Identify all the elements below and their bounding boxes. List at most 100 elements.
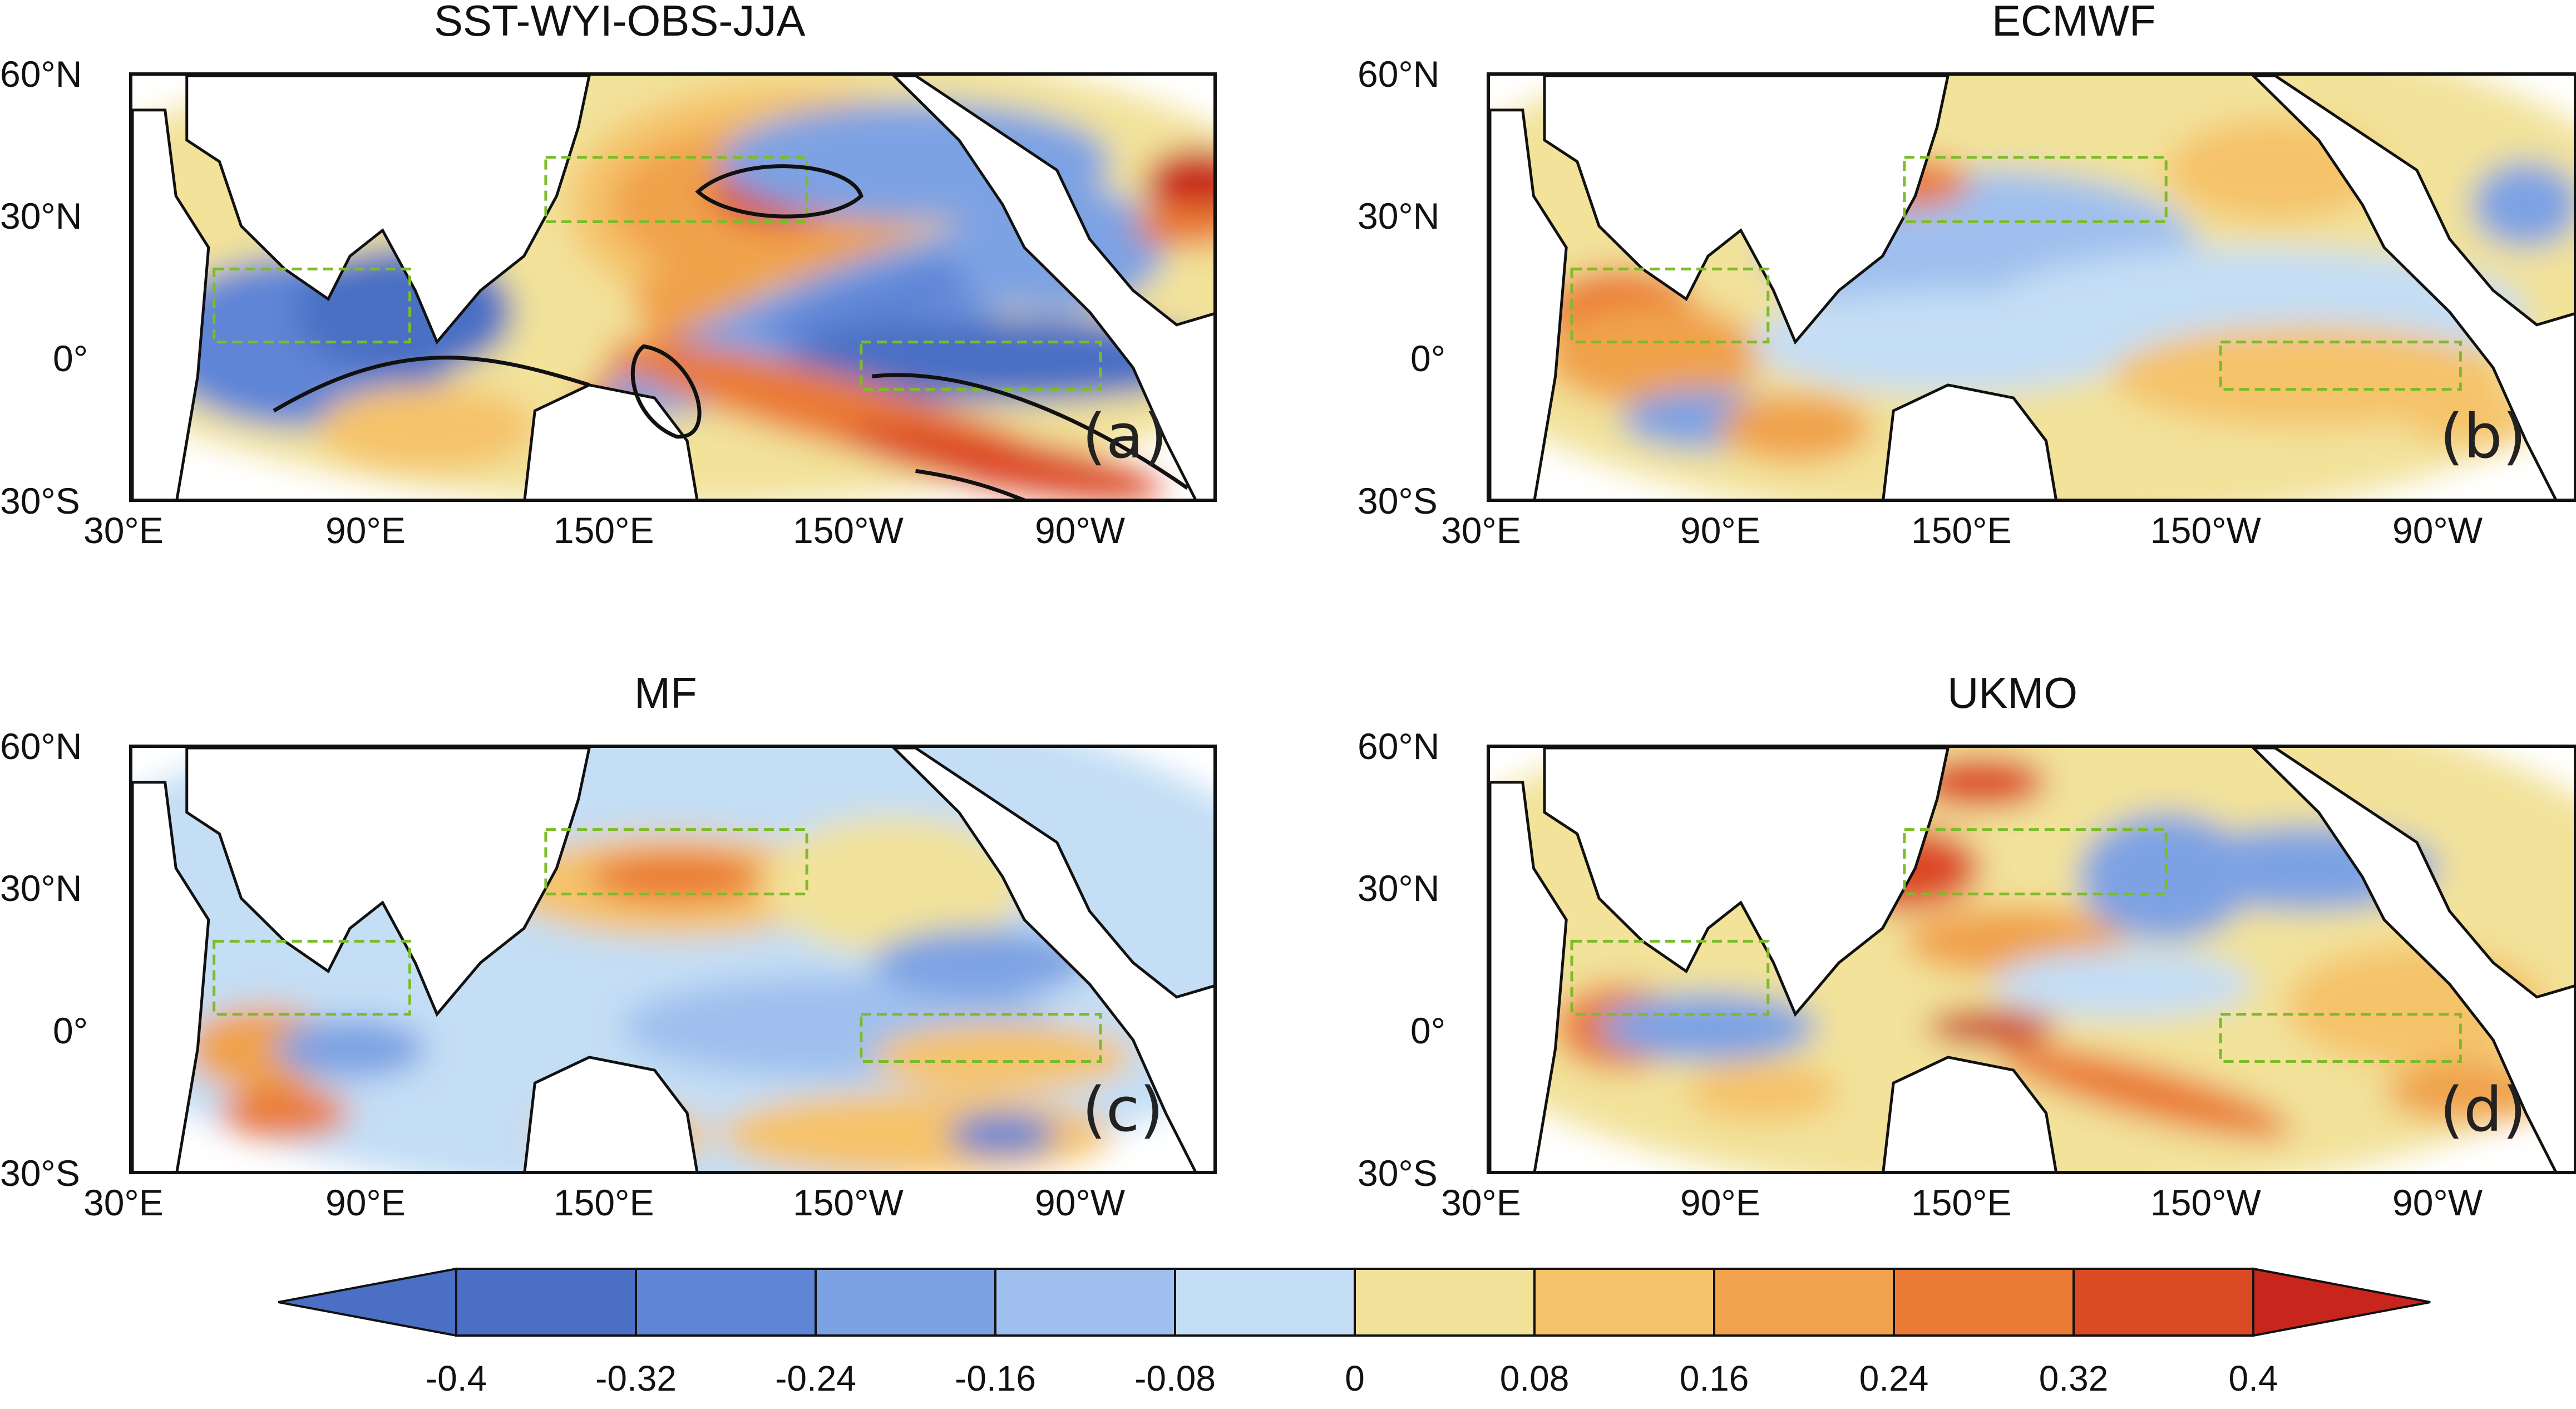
map-svg-a [132, 76, 1213, 499]
land-mass [2251, 76, 2574, 499]
colorbar-arrow-right [2252, 1267, 2431, 1337]
colorbar-segment [1174, 1268, 1356, 1337]
colorbar-tick-label: 0.08 [1499, 1358, 1570, 1398]
land-mass [1543, 748, 1950, 1017]
anomaly-blob [872, 928, 1090, 997]
anomaly-blob [1915, 756, 2046, 809]
land-mass [1490, 781, 1568, 1171]
anomaly-blob [948, 1113, 1057, 1156]
land-mass [1882, 383, 2057, 499]
panel-tag-d: (d) [2440, 1074, 2526, 1145]
lon-label: 150°W [793, 1182, 904, 1223]
colorbar-segment [994, 1268, 1176, 1337]
lat-label: 30°S [0, 480, 80, 521]
colorbar-tick-label: 0.16 [1679, 1358, 1749, 1398]
anomaly-blob [1544, 303, 1763, 407]
panel-tag-a: (a) [1082, 401, 1168, 472]
anomaly-blob [1686, 1061, 1839, 1122]
region-box [2219, 341, 2462, 391]
land-mass [891, 748, 1213, 1171]
lat-label: 0° [53, 338, 88, 379]
colorbar-tick-label: -0.32 [595, 1358, 677, 1398]
anomaly-blob [2406, 393, 2537, 445]
lat-label: 0° [1410, 1010, 1446, 1051]
map-panel-c [129, 745, 1217, 1174]
lon-label: 90°W [2392, 1182, 2483, 1223]
colorbar-tick-label: -0.08 [1134, 1358, 1216, 1398]
colorbar-tick-label: -0.4 [425, 1358, 487, 1398]
lon-label: 150°E [554, 510, 654, 551]
map-panel-a [129, 72, 1217, 502]
anomaly-blob [219, 1087, 350, 1139]
region-box [1570, 939, 1770, 1016]
lat-label: 30°N [1358, 868, 1440, 909]
lat-label: 30°N [1358, 195, 1440, 237]
region-box [2219, 1013, 2462, 1063]
region-box [213, 267, 412, 344]
anomaly-blob [274, 1018, 426, 1079]
map-svg-c [132, 748, 1213, 1171]
colorbar-segment [1713, 1268, 1895, 1337]
colorbar [278, 1267, 2431, 1337]
colorbar-tick-label: -0.16 [955, 1358, 1036, 1398]
lon-label: 150°W [793, 510, 904, 551]
lon-label: 150°E [554, 1182, 654, 1223]
anomaly-blob [842, 424, 1163, 499]
region-box [544, 156, 808, 223]
lat-label: 30°S [1358, 1152, 1438, 1194]
region-box [1903, 828, 2168, 895]
colorbar-segment [1533, 1268, 1715, 1337]
anomaly-blob [2111, 324, 2504, 428]
colorbar-segment [455, 1268, 637, 1337]
lon-label: 90°E [1680, 1182, 1760, 1223]
land-mass [891, 76, 1213, 499]
lat-label: 60°N [0, 53, 82, 95]
lat-label: 60°N [1358, 53, 1440, 95]
region-box [1903, 156, 2168, 223]
lon-label: 90°E [1680, 510, 1760, 551]
lat-label: 60°N [0, 726, 82, 767]
lon-label: 150°W [2150, 1182, 2261, 1223]
lon-label: 30°E [1441, 510, 1521, 551]
colorbar-tick-label: 0 [1345, 1358, 1365, 1398]
land-mass [1543, 76, 1950, 345]
colorbar-segment [635, 1268, 817, 1337]
land-mass [185, 748, 591, 1017]
anomaly-blob [1599, 993, 1817, 1062]
anomaly-blob [1133, 204, 1213, 248]
colorbar-tick-label: 0.24 [1859, 1358, 1929, 1398]
region-box [1570, 267, 1770, 344]
lat-label: 30°N [0, 195, 82, 237]
lon-label: 150°W [2150, 510, 2261, 551]
colorbar-tick-label: -0.24 [775, 1358, 856, 1398]
panel-title-d: UKMO [1947, 668, 2077, 717]
anomaly-blob [785, 316, 1213, 402]
lon-label: 150°E [1911, 1182, 2012, 1223]
anomaly-blob [1144, 149, 1213, 218]
significance-contour [630, 344, 702, 439]
region-box [213, 939, 412, 1016]
lon-label: 90°E [325, 510, 406, 551]
panel-title-c: MF [634, 668, 697, 717]
panel-tag-c: (c) [1082, 1074, 1164, 1145]
anomaly-blob [1719, 393, 1872, 462]
panel-title-b: ECMWF [1992, 0, 2156, 45]
anomaly-blob [1996, 1045, 2292, 1139]
map-panel-d [1487, 745, 2576, 1174]
land-mass [132, 781, 210, 1171]
colorbar-tick-label: 0.32 [2039, 1358, 2109, 1398]
map-panel-b [1487, 72, 2576, 502]
lat-label: 30°S [1358, 480, 1438, 521]
anomaly-field [132, 748, 1213, 1171]
colorbar-segment [1893, 1268, 2075, 1337]
colorbar-tick-label: 0.4 [2228, 1358, 2278, 1398]
colorbar-segment [1354, 1268, 1536, 1337]
land-mass [132, 109, 210, 499]
significance-contour [872, 373, 1189, 490]
lon-label: 30°E [1441, 1182, 1521, 1223]
anomaly-blob [1926, 1009, 2057, 1045]
significance-contour [915, 469, 1026, 499]
lat-label: 0° [1410, 338, 1446, 379]
significance-contour [695, 164, 863, 219]
colorbar-segment [815, 1268, 996, 1337]
